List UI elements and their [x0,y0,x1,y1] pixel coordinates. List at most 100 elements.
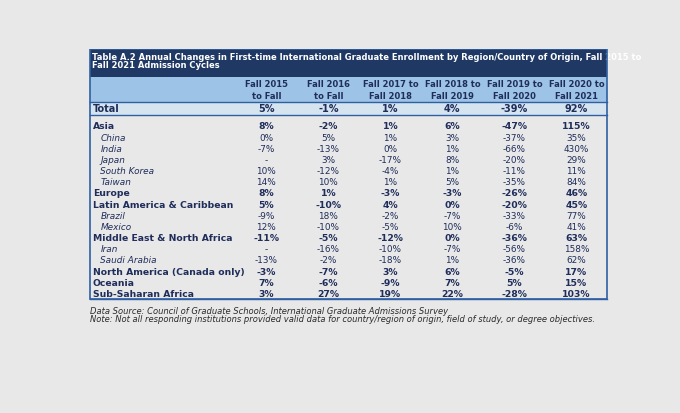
Text: 1%: 1% [445,145,460,153]
Text: 10%: 10% [256,166,276,176]
Text: -5%: -5% [381,222,399,231]
Text: Asia: Asia [92,122,115,131]
Text: -13%: -13% [255,256,278,265]
Text: -20%: -20% [501,200,527,209]
Text: 12%: 12% [256,222,276,231]
Text: -13%: -13% [317,145,340,153]
Text: -7%: -7% [443,244,461,254]
Text: -2%: -2% [319,122,338,131]
Text: 84%: 84% [566,178,586,187]
Text: -10%: -10% [317,222,340,231]
Text: 46%: 46% [565,189,588,198]
Text: 29%: 29% [566,155,586,164]
Text: -47%: -47% [501,122,528,131]
Text: -20%: -20% [503,155,526,164]
Text: -5%: -5% [505,267,524,276]
Text: -26%: -26% [501,189,527,198]
Text: 1%: 1% [384,133,397,142]
Text: -39%: -39% [500,104,528,114]
Text: 1%: 1% [383,122,398,131]
Text: -66%: -66% [503,145,526,153]
Text: Brazil: Brazil [101,211,125,220]
Text: 45%: 45% [565,200,588,209]
Text: 6%: 6% [445,122,460,131]
Text: 14%: 14% [256,178,276,187]
Text: -10%: -10% [379,244,402,254]
Text: -4%: -4% [381,166,399,176]
Text: -56%: -56% [503,244,526,254]
Text: -7%: -7% [319,267,338,276]
Text: 6%: 6% [445,267,460,276]
Text: -18%: -18% [379,256,402,265]
Text: North America (Canada only): North America (Canada only) [92,267,244,276]
Text: Middle East & North Africa: Middle East & North Africa [92,233,233,242]
Text: 15%: 15% [565,278,588,287]
Text: 1%: 1% [445,166,460,176]
Text: -36%: -36% [503,256,526,265]
Text: 17%: 17% [565,267,588,276]
Text: 0%: 0% [445,233,460,242]
Text: 3%: 3% [321,155,335,164]
Bar [90,50,607,299]
Text: 3%: 3% [383,267,398,276]
Text: -6%: -6% [506,222,523,231]
Text: -2%: -2% [320,256,337,265]
Text: Iran: Iran [101,244,118,254]
Text: 430%: 430% [564,145,589,153]
Text: -3%: -3% [443,189,462,198]
Text: -: - [265,155,268,164]
Text: -2%: -2% [381,211,399,220]
Bar [90,102,607,116]
Text: -5%: -5% [319,233,338,242]
Text: -6%: -6% [319,278,338,287]
Text: 4%: 4% [383,200,398,209]
Text: Japan: Japan [101,155,125,164]
Text: 62%: 62% [566,256,586,265]
Text: 7%: 7% [445,278,460,287]
Text: 18%: 18% [318,211,338,220]
Text: 1%: 1% [384,178,397,187]
Text: -37%: -37% [503,133,526,142]
Text: 10%: 10% [318,178,338,187]
Text: 1%: 1% [382,104,398,114]
Text: 0%: 0% [445,200,460,209]
Text: 1%: 1% [320,189,336,198]
Text: -9%: -9% [381,278,400,287]
Text: 103%: 103% [562,289,591,298]
Text: Total: Total [92,104,120,114]
Text: 158%: 158% [564,244,589,254]
Text: 3%: 3% [445,133,460,142]
Text: India: India [101,145,122,153]
Text: 10%: 10% [443,222,462,231]
Text: 0%: 0% [384,145,397,153]
Text: 35%: 35% [566,133,586,142]
Text: -16%: -16% [317,244,340,254]
Text: China: China [101,133,126,142]
Text: -1%: -1% [318,104,339,114]
Text: South Korea: South Korea [101,166,154,176]
Text: 5%: 5% [321,133,335,142]
Text: 63%: 63% [565,233,588,242]
Text: Fall 2021 Admission Cycles: Fall 2021 Admission Cycles [92,61,220,70]
Text: -9%: -9% [258,211,275,220]
Text: -7%: -7% [443,211,461,220]
Text: -: - [265,244,268,254]
Text: 5%: 5% [258,200,274,209]
Text: 22%: 22% [441,289,463,298]
Text: Europe: Europe [92,189,129,198]
Text: 27%: 27% [318,289,339,298]
Text: -33%: -33% [503,211,526,220]
Text: 8%: 8% [445,155,460,164]
Text: 1%: 1% [445,256,460,265]
Text: 92%: 92% [564,104,588,114]
Text: Fall 2017 to
Fall 2018: Fall 2017 to Fall 2018 [362,80,418,100]
Text: Fall 2020 to
Fall 2021: Fall 2020 to Fall 2021 [549,80,604,100]
Text: -10%: -10% [316,200,341,209]
Text: 4%: 4% [444,104,460,114]
Text: Fall 2015
to Fall: Fall 2015 to Fall [245,80,288,100]
Text: 11%: 11% [566,166,586,176]
Text: -17%: -17% [379,155,402,164]
Text: 7%: 7% [258,278,274,287]
Text: -3%: -3% [381,189,400,198]
Bar [90,78,607,102]
